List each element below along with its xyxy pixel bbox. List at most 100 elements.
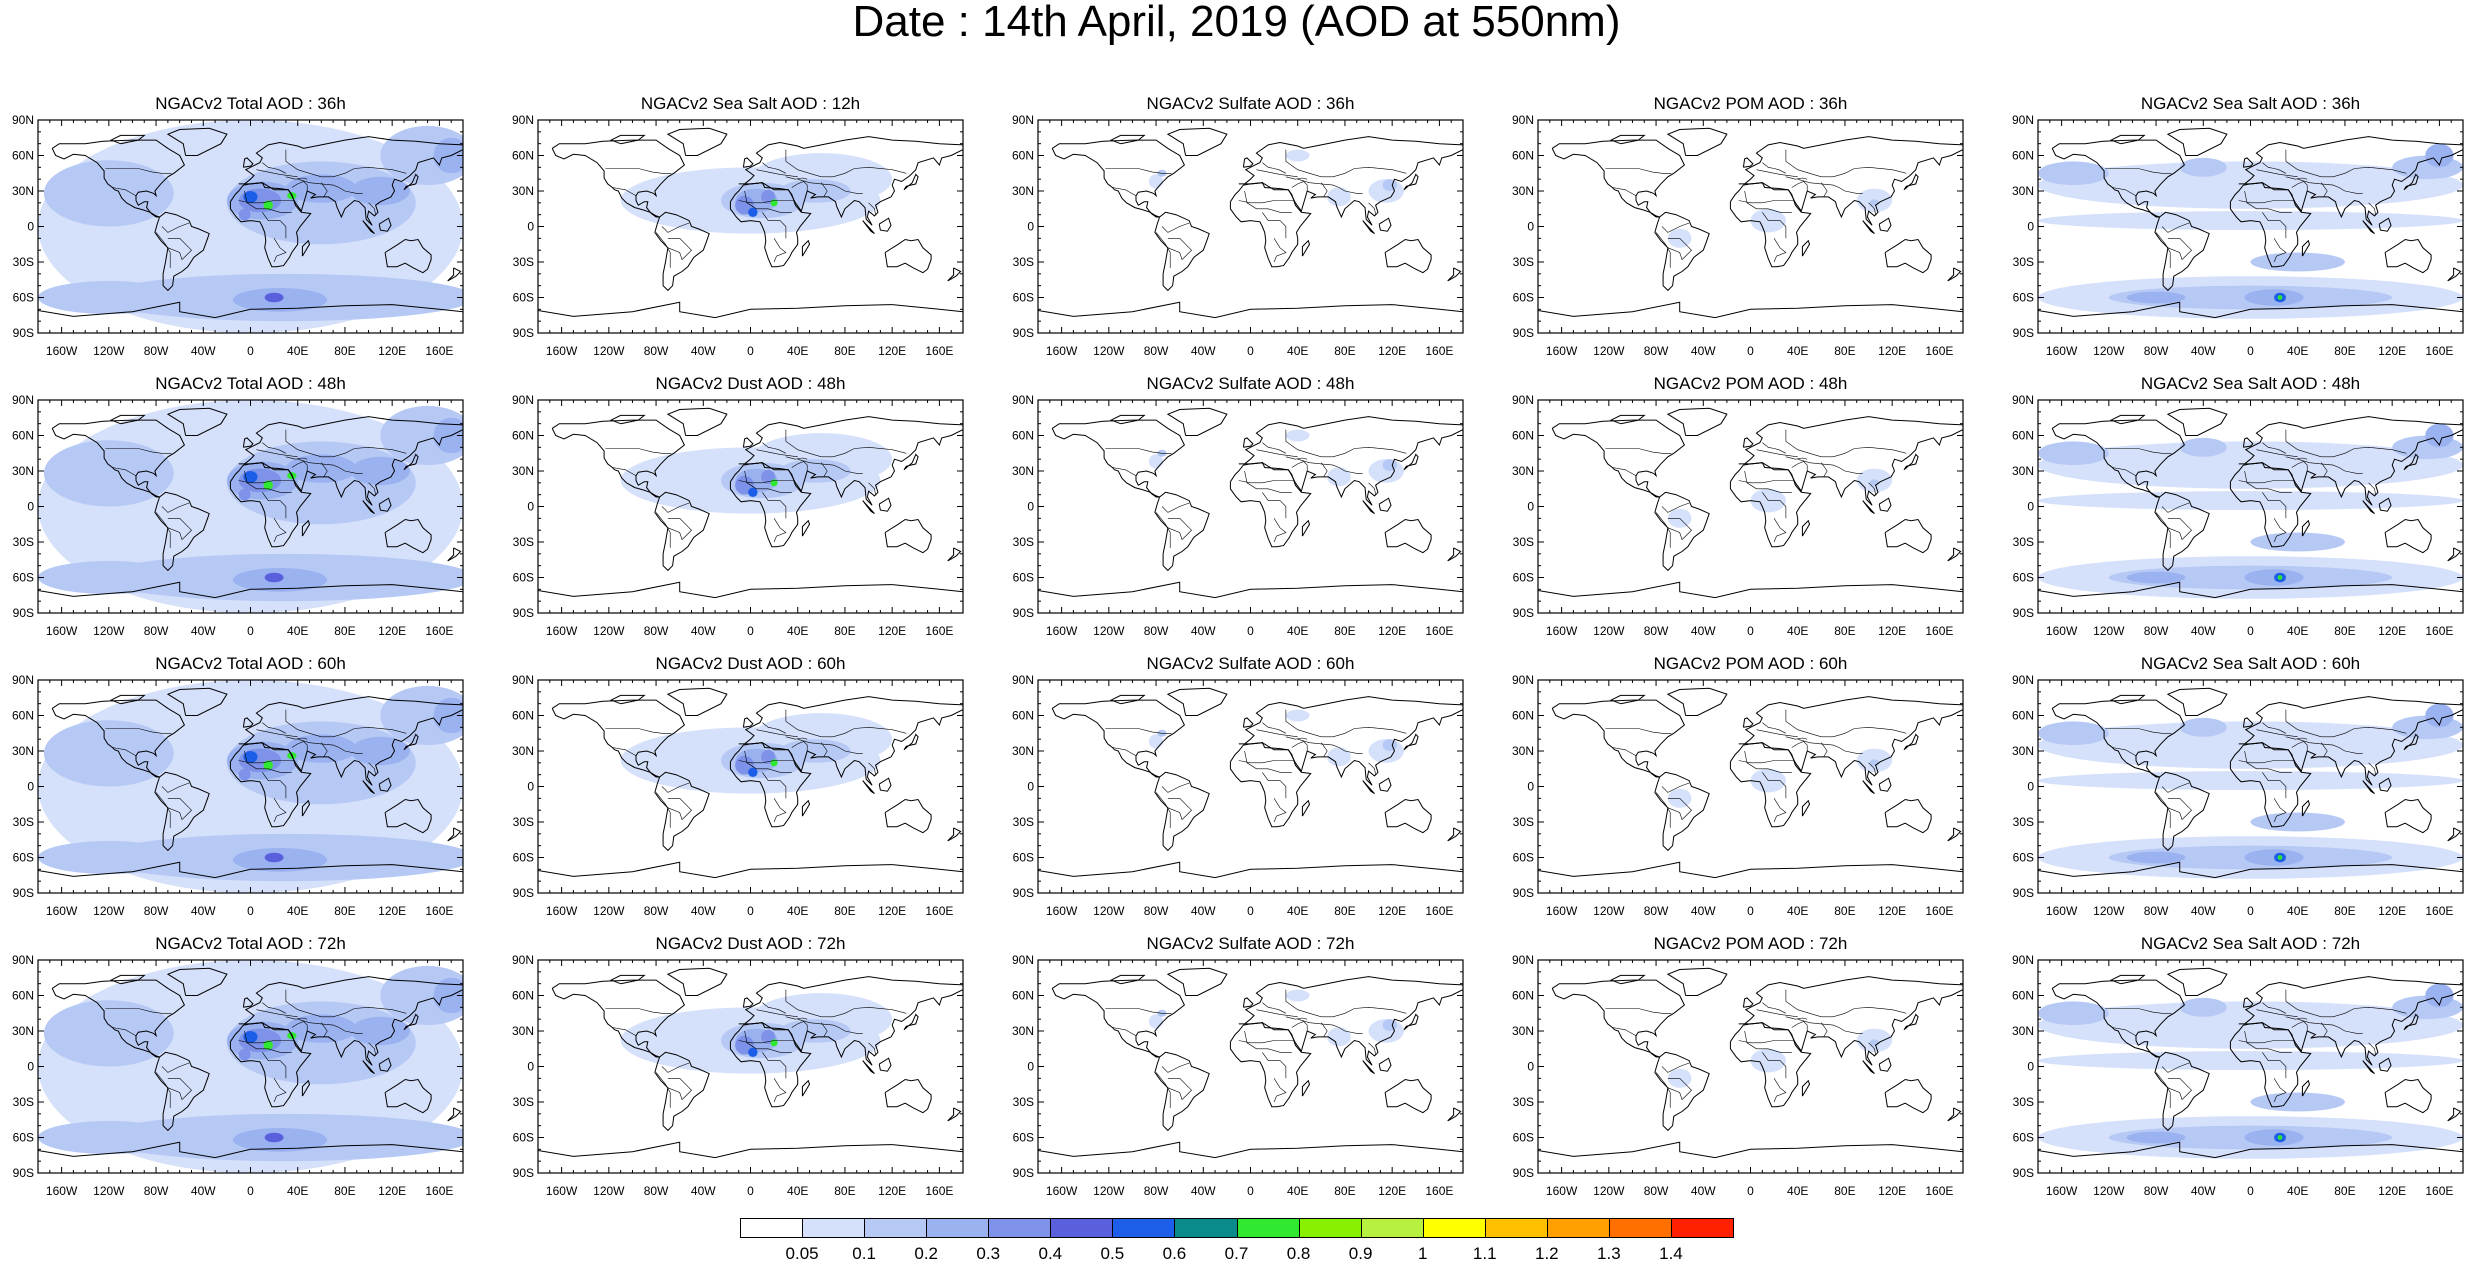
- map-panel-sulfate-60h: 90N 60N 30N 0 30S 60S 90S 160W 120W 80W 40W 0 40E 80E…: [1012, 673, 1464, 918]
- lat-tick-label: 90S: [513, 606, 534, 620]
- colorbar-swatch: [926, 1218, 990, 1238]
- lon-tick-label: 120E: [1378, 904, 1406, 918]
- lon-tick-label: 0: [1247, 904, 1254, 918]
- coastlines: [2038, 127, 2463, 319]
- aod-field: [2038, 983, 2463, 1159]
- lat-tick-label: 30N: [2012, 1024, 2034, 1038]
- lat-tick-label: 30S: [1513, 535, 1534, 549]
- lon-tick-label: 40W: [1691, 1184, 1716, 1198]
- lon-tick-label: 160W: [46, 624, 78, 638]
- lat-tick-label: 90S: [1013, 606, 1034, 620]
- lon-tick-label: 40E: [2287, 1184, 2308, 1198]
- lat-tick-label: 60N: [2012, 149, 2034, 163]
- lat-tick-label: 60N: [12, 149, 34, 163]
- lon-tick-label: 40W: [2191, 344, 2216, 358]
- lon-tick-label: 120E: [878, 904, 906, 918]
- lat-tick-label: 60S: [13, 1131, 34, 1145]
- panel-title: NGACv2 Sea Salt AOD : 72h: [2140, 934, 2361, 953]
- lat-tick-label: 90N: [12, 673, 34, 687]
- lat-tick-label: 90S: [1513, 886, 1534, 900]
- lon-tick-label: 40E: [1287, 344, 1308, 358]
- lon-tick-label: 120E: [378, 624, 406, 638]
- lon-tick-label: 160E: [1925, 904, 1953, 918]
- map-panel-seasalt-48h: 90N 60N 30N 0 30S 60S 90S 160W 120W 80W 40W 0 40E 80E…: [2012, 393, 2464, 638]
- lon-tick-label: 40E: [2287, 904, 2308, 918]
- lat-tick-label: 60S: [1513, 571, 1534, 585]
- lat-tick-label: 90S: [2013, 606, 2034, 620]
- lat-tick-label: 0: [1027, 220, 1034, 234]
- colorbar-label: 0.4: [1038, 1244, 1063, 1263]
- colorbar-swatch: [1112, 1218, 1176, 1238]
- coastlines: [1038, 407, 1463, 599]
- lon-tick-label: 80E: [1834, 624, 1855, 638]
- lon-tick-label: 40W: [2191, 624, 2216, 638]
- coastlines: [538, 687, 963, 879]
- lat-tick-label: 30N: [512, 744, 534, 758]
- coastlines: [1538, 127, 1963, 319]
- lat-tick-label: 60S: [2013, 1131, 2034, 1145]
- lat-tick-label: 90N: [12, 113, 34, 127]
- lat-tick-label: 0: [1527, 780, 1534, 794]
- lon-tick-label: 160W: [2046, 904, 2078, 918]
- lon-tick-label: 80E: [2334, 344, 2355, 358]
- lon-tick-label: 120E: [878, 624, 906, 638]
- lat-tick-label: 90N: [1512, 393, 1534, 407]
- aod-field: [1667, 748, 1893, 808]
- lon-tick-label: 160W: [46, 904, 78, 918]
- lon-tick-label: 120E: [1378, 624, 1406, 638]
- lat-tick-label: 90N: [12, 953, 34, 967]
- lon-tick-label: 160E: [425, 1184, 453, 1198]
- lon-tick-label: 0: [1747, 344, 1754, 358]
- lon-tick-label: 80E: [1834, 904, 1855, 918]
- lon-tick-label: 160W: [1546, 344, 1578, 358]
- lon-tick-label: 80W: [644, 1184, 669, 1198]
- lon-tick-label: 160W: [546, 344, 578, 358]
- lon-tick-label: 40W: [691, 344, 716, 358]
- aod-field: [1148, 709, 1404, 767]
- lon-tick-label: 120W: [1593, 344, 1625, 358]
- lat-tick-label: 0: [27, 780, 34, 794]
- lon-tick-label: 120W: [593, 1184, 625, 1198]
- lon-tick-label: 120E: [2378, 1184, 2406, 1198]
- panel-title: NGACv2 POM AOD : 36h: [1653, 94, 1848, 113]
- lon-tick-label: 0: [1247, 344, 1254, 358]
- lon-tick-label: 120W: [93, 1184, 125, 1198]
- lat-tick-label: 60S: [513, 291, 534, 305]
- lon-tick-label: 80W: [1644, 344, 1669, 358]
- lon-tick-label: 0: [747, 344, 754, 358]
- lat-tick-label: 30N: [12, 744, 34, 758]
- map-panel-dust-12h: 90N 60N 30N 0 30S 60S 90S 160W 120W 80W 40W 0 40E 80E…: [512, 113, 964, 358]
- map-panel-total-48h: 90N 60N 30N 0 30S 60S 90S 160W 120W 80W 40W 0 40E 80E…: [12, 393, 464, 638]
- panel-title: NGACv2 Sulfate AOD : 36h: [1146, 94, 1355, 113]
- lat-tick-label: 60S: [1513, 1131, 1534, 1145]
- lon-tick-label: 160E: [425, 344, 453, 358]
- map-frame: [1037, 119, 1464, 334]
- lon-tick-label: 120W: [593, 624, 625, 638]
- map-panel-total-60h: 90N 60N 30N 0 30S 60S 90S 160W 120W 80W 40W 0 40E 80E…: [12, 673, 464, 918]
- lat-tick-label: 0: [1027, 1060, 1034, 1074]
- lon-tick-label: 120W: [1093, 1184, 1125, 1198]
- colorbar-swatch: [1608, 1218, 1672, 1238]
- lat-tick-label: 0: [1527, 220, 1534, 234]
- lon-tick-label: 0: [1247, 624, 1254, 638]
- lat-tick-label: 30N: [2012, 744, 2034, 758]
- colorbar-swatch: [1546, 1218, 1610, 1238]
- coastlines: [1538, 687, 1963, 879]
- lon-tick-label: 80E: [334, 904, 355, 918]
- lon-tick-label: 160E: [2425, 624, 2453, 638]
- lon-tick-label: 160E: [1425, 344, 1453, 358]
- lon-tick-label: 120E: [1878, 624, 1906, 638]
- lat-tick-label: 90N: [12, 393, 34, 407]
- lat-tick-label: 90S: [2013, 326, 2034, 340]
- lon-tick-label: 40E: [2287, 624, 2308, 638]
- lon-tick-label: 0: [247, 344, 254, 358]
- lon-tick-label: 40E: [287, 624, 308, 638]
- lat-tick-label: 90S: [1013, 1166, 1034, 1180]
- lon-tick-label: 40E: [787, 344, 808, 358]
- lat-tick-label: 60S: [1013, 571, 1034, 585]
- lat-tick-label: 30S: [1513, 1095, 1534, 1109]
- lon-tick-label: 160W: [1046, 904, 1078, 918]
- lat-tick-label: 60N: [2012, 989, 2034, 1003]
- lat-tick-label: 60N: [12, 429, 34, 443]
- lat-tick-label: 30N: [12, 1024, 34, 1038]
